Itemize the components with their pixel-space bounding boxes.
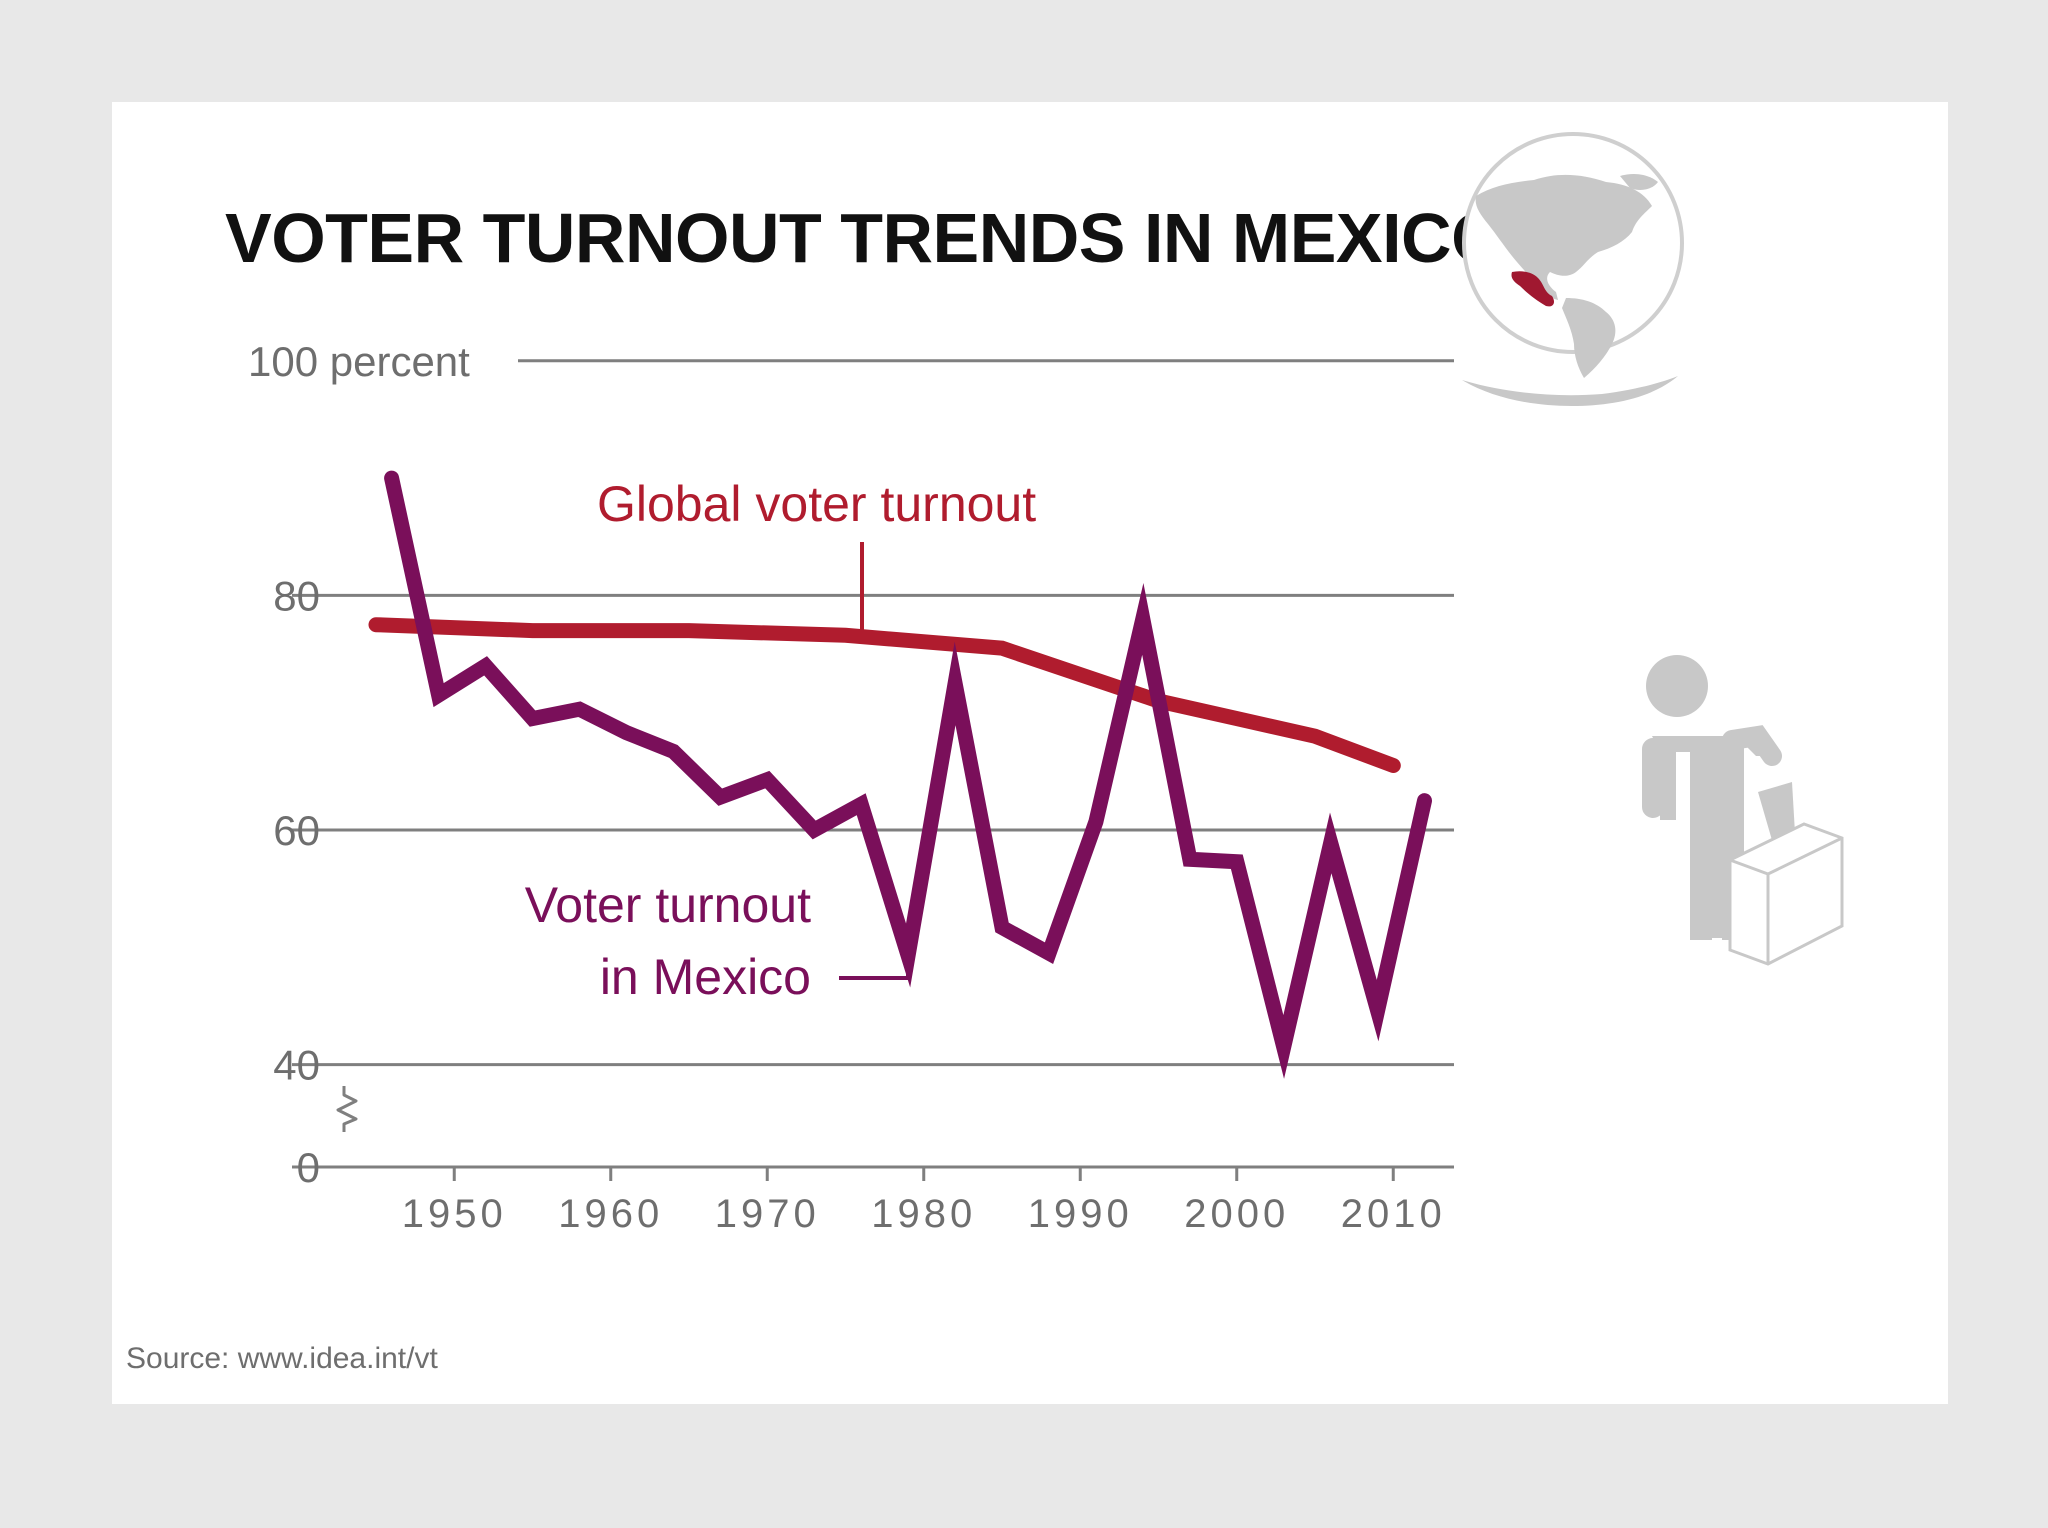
page-title: VOTER TURNOUT TRENDS IN MEXICO — [225, 199, 1506, 277]
x-tick-label: 1980 — [871, 1192, 976, 1236]
svg-text:in Mexico: in Mexico — [600, 949, 811, 1005]
mexico-series-leader — [839, 944, 910, 980]
y-tick-label: 40 — [273, 1042, 320, 1089]
x-tick-label: 2000 — [1184, 1192, 1289, 1236]
globe-americas-icon — [1462, 132, 1684, 406]
x-tick-label: 1950 — [402, 1192, 507, 1236]
x-tick-label: 1990 — [1028, 1192, 1133, 1236]
x-tick-label: 1960 — [558, 1192, 663, 1236]
x-tick-label: 1970 — [715, 1192, 820, 1236]
svg-text:Voter turnout: Voter turnout — [525, 877, 811, 933]
y-tick-label: 60 — [273, 807, 320, 854]
source-note: Source: www.idea.int/vt — [126, 1342, 438, 1375]
x-tick-label: 2010 — [1341, 1192, 1446, 1236]
global-series-label: Global voter turnout — [597, 476, 1036, 532]
axis-break-icon — [336, 1086, 358, 1132]
y-tick-label: 80 — [273, 572, 320, 619]
voter-ballot-box-icon — [1642, 655, 1844, 966]
y-tick-label: 100 percent — [248, 338, 470, 385]
y-tick-label: 0 — [297, 1144, 320, 1191]
x-axis-ticks: 1950 1960 1970 1980 1990 2000 2010 — [402, 1167, 1446, 1236]
series-lines — [368, 470, 1432, 1079]
turnout-line-chart: 100 percent 80 60 40 0 1950 1960 1970 1980 1990 2… — [248, 132, 1844, 1236]
infographic-card: VOTER TURNOUT TRENDS IN MEXICO 100 perce… — [112, 102, 1948, 1404]
global-turnout-line — [368, 617, 1401, 773]
mexico-series-label: Voter turnout in Mexico — [525, 877, 811, 1005]
y-axis-ticks: 100 percent 80 60 40 0 — [248, 338, 470, 1191]
